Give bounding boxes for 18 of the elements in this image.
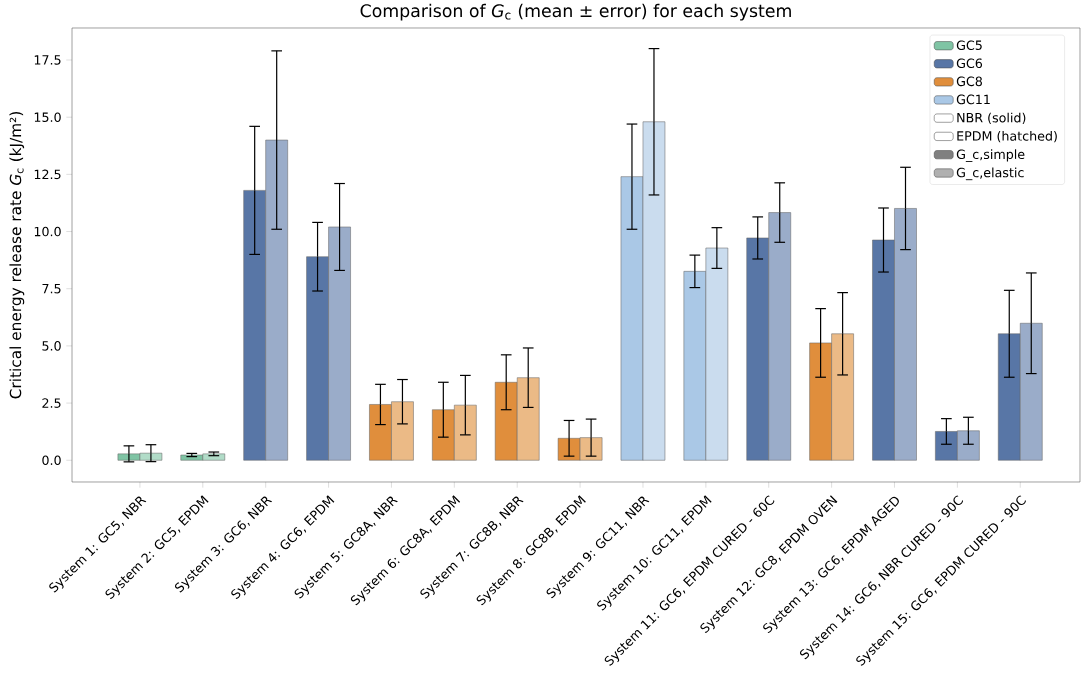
y-tick-label: 0.0 <box>42 455 61 466</box>
y-tick-label: 7.5 <box>42 284 61 294</box>
y-tick-label: 15.0 <box>34 112 61 122</box>
legend-label: NBR (solid) <box>957 112 1026 124</box>
chart-title: Comparison of G$_{c}$ (mean ± error) for each system <box>360 3 791 21</box>
y-tick-label: 5.0 <box>42 341 61 351</box>
legend-label: G_c,elastic <box>956 167 1024 181</box>
legend-label: GC6 <box>956 58 983 69</box>
y-axis-title: Critical energy release rate G$_{c}$ (kJ/m²) <box>9 112 25 399</box>
y-tick-label: 12.5 <box>34 169 61 180</box>
legend-label: GC8 <box>956 76 982 87</box>
legend-label: G_c,simple <box>956 149 1025 162</box>
y-tick-label: 17.5 <box>34 55 61 65</box>
y-tick-label: 2.5 <box>42 398 61 408</box>
y-tick-label: 10.0 <box>34 226 61 237</box>
legend-label: GC11 <box>956 94 990 105</box>
legend-label: EPDM (hatched) <box>957 130 1057 143</box>
legend-label: GC5 <box>956 40 982 50</box>
